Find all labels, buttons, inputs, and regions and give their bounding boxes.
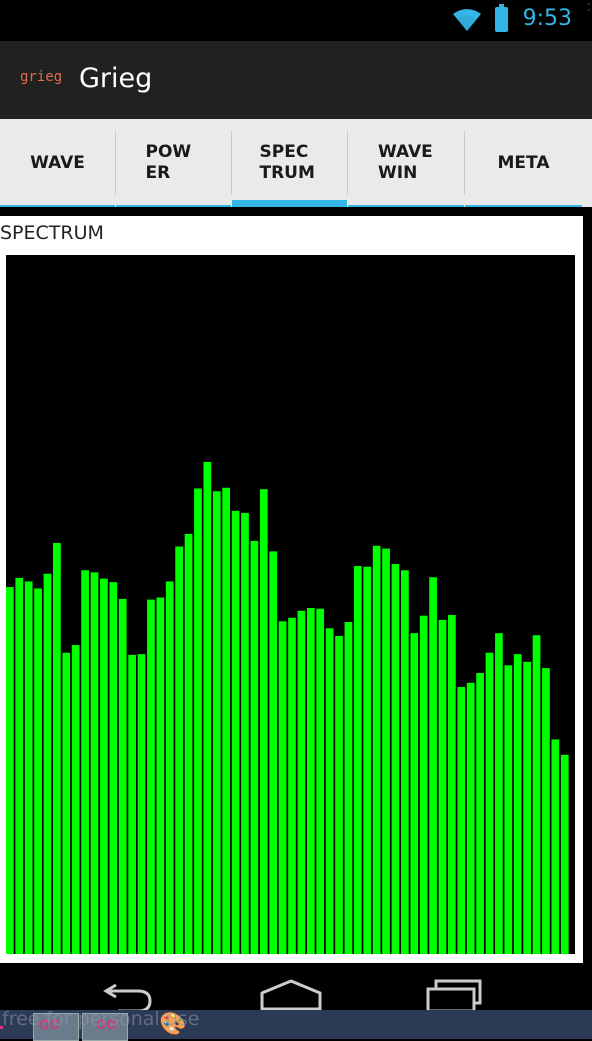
spectrum-bar <box>457 686 466 954</box>
glasses-icon: oo <box>96 1014 117 1034</box>
spectrum-bar <box>90 572 99 954</box>
spectrum-bar <box>523 661 531 954</box>
spectrum-bar <box>165 581 174 954</box>
spectrum-bar <box>382 548 390 954</box>
tab-spectrum[interactable]: SPECTRUM <box>232 119 347 207</box>
spectrum-bar <box>466 682 475 954</box>
app-title: Grieg <box>79 63 153 94</box>
tab-active-indicator <box>232 200 347 207</box>
spectrum-bar <box>81 570 89 954</box>
spectrum-bar <box>410 633 419 954</box>
spectrum-bar <box>532 635 541 954</box>
spectrum-bar <box>34 588 42 954</box>
tab-underline <box>0 205 115 207</box>
action-bar: grieg Grieg <box>0 41 592 119</box>
spectrum-bar <box>175 546 183 954</box>
spectrum-bar <box>6 587 14 954</box>
wifi-icon <box>453 9 481 31</box>
tab-divider <box>115 131 116 195</box>
spectrum-bar <box>71 645 80 954</box>
tab-bar: WAVE POWER SPECTRUM WAVE WIN META <box>0 119 592 207</box>
spectrum-bar <box>250 540 259 954</box>
spectrum-bar <box>438 619 447 954</box>
spectrum-bar <box>316 608 325 954</box>
spectrum-bar <box>100 578 108 954</box>
tab-label: WAVE <box>30 152 85 173</box>
spectrum-bar <box>241 512 249 954</box>
spectrum-bar <box>15 577 24 954</box>
status-bar: 9:53 · · <box>0 0 592 41</box>
spectrum-bar <box>401 570 409 954</box>
battery-icon <box>495 4 508 32</box>
spectrum-bar <box>551 739 560 954</box>
spectrum-bar <box>203 461 212 954</box>
spectrum-bar <box>306 608 315 954</box>
spectrum-bar <box>335 635 343 954</box>
spectrum-bar <box>128 654 136 954</box>
app-logo: grieg <box>20 69 63 85</box>
spectrum-bar <box>194 488 202 954</box>
spectrum-bar <box>53 542 61 954</box>
status-time: 9:53 <box>522 6 572 31</box>
tab-underline <box>465 205 582 207</box>
edge-marker <box>0 1026 3 1029</box>
spectrum-bar <box>504 665 513 954</box>
tab-underline <box>348 205 464 207</box>
spectrum-bar <box>43 573 52 954</box>
tab-label: POWER <box>145 142 192 183</box>
spectrum-bar <box>184 533 193 954</box>
spectrum-bar <box>297 610 306 954</box>
spectrum-bar <box>118 598 127 954</box>
spectrum-bar <box>485 652 494 954</box>
tab-power[interactable]: POWER <box>116 119 231 207</box>
thumbnail[interactable] <box>33 1013 79 1041</box>
paint-palette-icon[interactable]: 🎨 <box>159 1012 187 1037</box>
glasses-icon: oo <box>39 1014 60 1034</box>
spectrum-bar <box>212 491 221 954</box>
content-panel: SPECTRUM <box>0 216 583 963</box>
tab-divider <box>347 131 348 195</box>
spectrum-bar <box>231 510 240 954</box>
spectrum-bar <box>288 617 296 954</box>
spectrum-bar <box>62 652 71 954</box>
spectrum-bar <box>363 566 372 954</box>
tab-label: META <box>497 152 550 173</box>
watermark: free for personal use <box>2 1008 200 1030</box>
spectrum-bar <box>137 654 146 954</box>
tab-label: WAVE WIN <box>378 142 433 183</box>
tab-meta[interactable]: META <box>465 119 582 207</box>
spectrum-bar <box>542 668 550 954</box>
spectrum-bar <box>109 582 118 954</box>
spectrum-bar <box>325 628 334 954</box>
spectrum-chart <box>6 255 575 954</box>
tab-underline <box>116 205 231 207</box>
spectrum-bar <box>560 754 569 954</box>
spectrum-bar <box>222 487 231 954</box>
spectrum-bar <box>448 614 456 954</box>
spectrum-bar <box>156 597 165 954</box>
spectrum-bar <box>24 581 33 954</box>
spectrum-bar <box>476 673 484 954</box>
tab-wave-win[interactable]: WAVE WIN <box>348 119 464 207</box>
spectrum-bar <box>344 621 353 954</box>
spectrum-bar <box>259 489 268 954</box>
spectrum-bar <box>495 633 503 954</box>
spectrum-bar <box>278 621 287 954</box>
spectrum-bar <box>429 577 437 954</box>
tab-wave[interactable]: WAVE <box>0 119 115 207</box>
tab-divider <box>231 131 232 195</box>
tab-label: SPECTRUM <box>259 142 315 183</box>
spectrum-bar <box>353 566 362 954</box>
spectrum-bar <box>269 551 278 954</box>
overflow-indicator: · · <box>587 0 590 15</box>
home-icon[interactable] <box>258 975 324 1015</box>
tab-divider <box>464 131 465 195</box>
spectrum-bar <box>372 545 381 954</box>
spectrum-bar <box>147 599 155 954</box>
spectrum-bar <box>513 654 522 954</box>
spectrum-bar <box>391 563 400 954</box>
spectrum-bar <box>419 615 428 954</box>
section-title: SPECTRUM <box>0 222 104 244</box>
recent-apps-icon[interactable] <box>424 975 484 1015</box>
